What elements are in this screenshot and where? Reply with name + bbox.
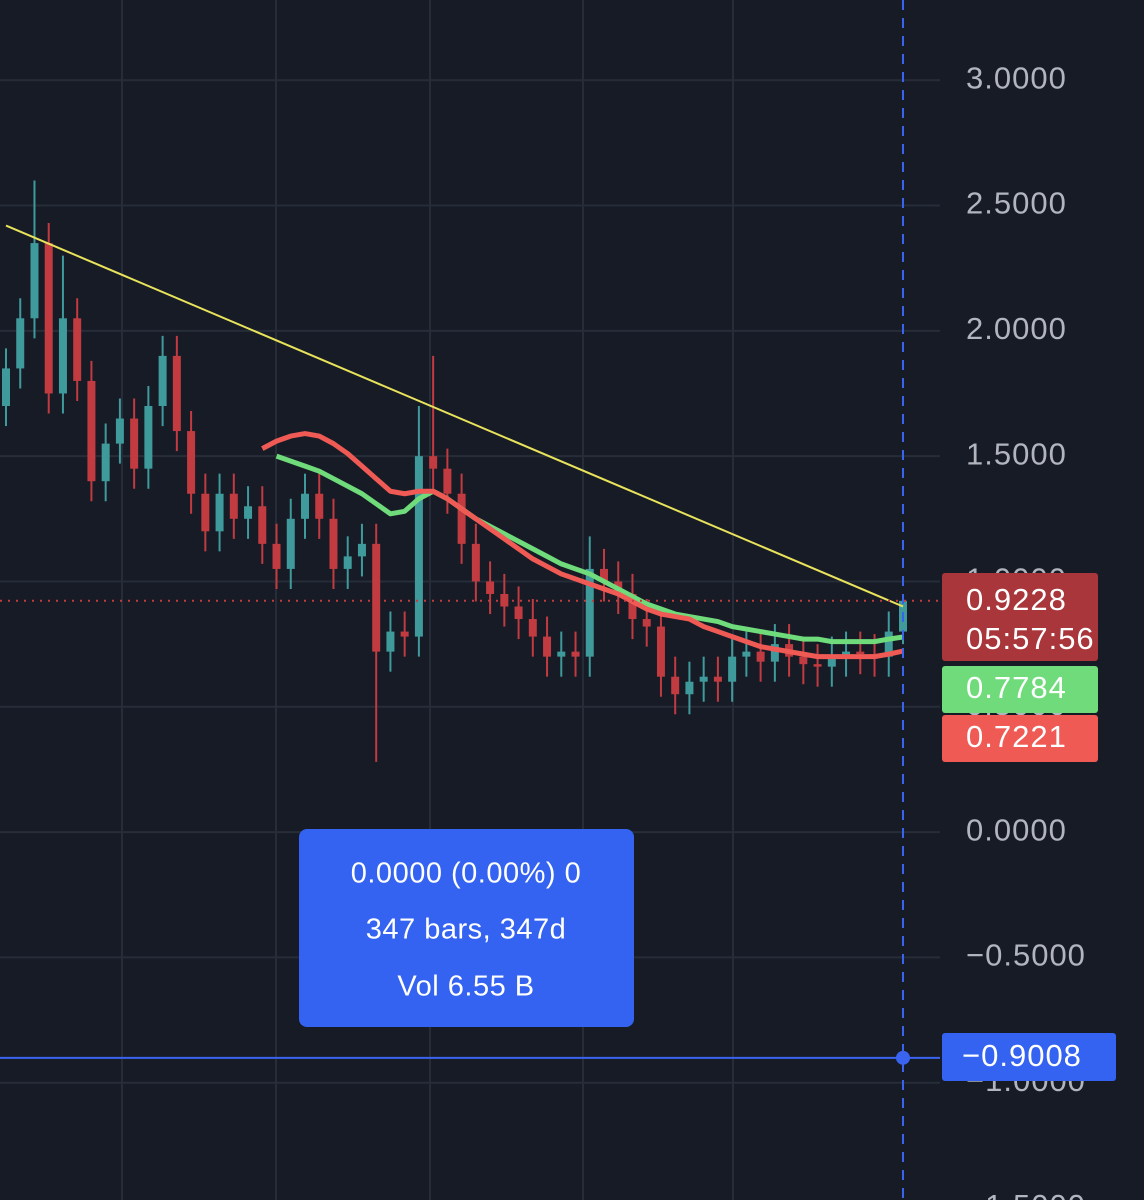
- candle-body: [528, 619, 537, 637]
- candle-body: [144, 406, 153, 469]
- candle-body: [571, 651, 580, 657]
- candle-body: [301, 493, 309, 519]
- candle-body: [585, 568, 594, 657]
- candle-body: [799, 656, 808, 665]
- ma-label: 0.7221: [966, 719, 1067, 754]
- candle-body: [742, 651, 751, 657]
- y-tick-label: 3.0000: [966, 60, 1067, 95]
- y-tick-label: 2.0000: [966, 311, 1067, 346]
- candle-body: [770, 644, 779, 662]
- countdown-label: 05:57:56: [966, 621, 1095, 656]
- candle-body: [2, 368, 10, 407]
- candle-body: [16, 318, 25, 369]
- moving-average: [261, 431, 904, 660]
- candle-body: [187, 431, 196, 494]
- candle-body: [457, 493, 466, 544]
- candle-body: [115, 418, 124, 444]
- candle-body: [671, 676, 680, 695]
- candle-body: [30, 243, 39, 319]
- candle-body: [315, 493, 324, 519]
- candle-body: [357, 543, 366, 557]
- last-price-box: [942, 573, 1098, 661]
- ma-label-box: [942, 666, 1098, 713]
- trendline: [5, 224, 904, 608]
- candle-body: [215, 493, 224, 532]
- candle-body: [756, 651, 765, 662]
- candle-body: [471, 543, 480, 582]
- candle-body: [656, 626, 665, 677]
- candle-body: [514, 606, 523, 620]
- candle-body: [827, 656, 836, 667]
- candle-body: [557, 651, 566, 657]
- candle-body: [699, 676, 708, 682]
- candle-body: [642, 619, 651, 627]
- candle-body: [44, 243, 53, 394]
- candle-body: [400, 631, 409, 637]
- candle-body: [628, 593, 637, 620]
- candle-body: [713, 676, 722, 682]
- candle-body: [87, 380, 96, 482]
- ma-label-box: [942, 715, 1098, 762]
- crosshair-dot: [896, 1050, 910, 1065]
- candle-body: [258, 506, 267, 544]
- y-tick-label: 1.5000: [966, 436, 1067, 471]
- candle-body: [813, 664, 822, 667]
- plot: [2, 180, 907, 762]
- overlay: 0.0000 (0.00%) 0 347 bars, 347d Vol 6.55…: [0, 0, 1116, 1200]
- candle-body: [443, 468, 452, 494]
- measure-text: Vol 6.55 B: [397, 971, 534, 1003]
- candle-body: [372, 543, 381, 652]
- candle-body: [158, 355, 167, 407]
- candle-body: [486, 581, 495, 594]
- candle-body: [229, 493, 238, 519]
- ma-label: 0.7784: [966, 670, 1067, 705]
- candle-body: [543, 636, 552, 657]
- candle-body: [386, 631, 395, 652]
- measure-box: [299, 829, 634, 1027]
- candle-body: [728, 656, 737, 682]
- crosshair-label: −0.9008: [962, 1038, 1082, 1073]
- y-tick-label: −1.5000: [966, 1188, 1086, 1200]
- moving-average: [275, 453, 904, 645]
- candle-body: [329, 518, 338, 569]
- y-tick-label: 0.0000: [966, 812, 1067, 847]
- candle-body: [685, 681, 694, 695]
- crosshair-box: [942, 1033, 1116, 1081]
- candle-body: [244, 506, 253, 519]
- candle-body: [73, 318, 82, 381]
- candle-body: [842, 651, 851, 657]
- candle-body: [201, 493, 210, 532]
- candle-body: [272, 543, 281, 569]
- candle-body: [884, 631, 893, 657]
- candle-body: [286, 518, 295, 569]
- candle-body: [856, 651, 865, 655]
- candle-body: [130, 418, 139, 469]
- candle-body: [101, 443, 110, 482]
- measure-text: 347 bars, 347d: [366, 914, 566, 946]
- candle-body: [343, 556, 352, 569]
- last-price-label: 0.9228: [966, 582, 1067, 617]
- measure-text: 0.0000 (0.00%) 0: [351, 858, 581, 890]
- y-tick-label: −0.5000: [966, 938, 1086, 973]
- candle-body: [600, 568, 608, 582]
- candle-body: [414, 456, 423, 637]
- candle-body: [172, 355, 181, 432]
- candle-body: [429, 456, 438, 469]
- y-tick-label: 2.5000: [966, 186, 1067, 221]
- horizontal-grid: [0, 79, 940, 1084]
- candle-body: [58, 318, 67, 394]
